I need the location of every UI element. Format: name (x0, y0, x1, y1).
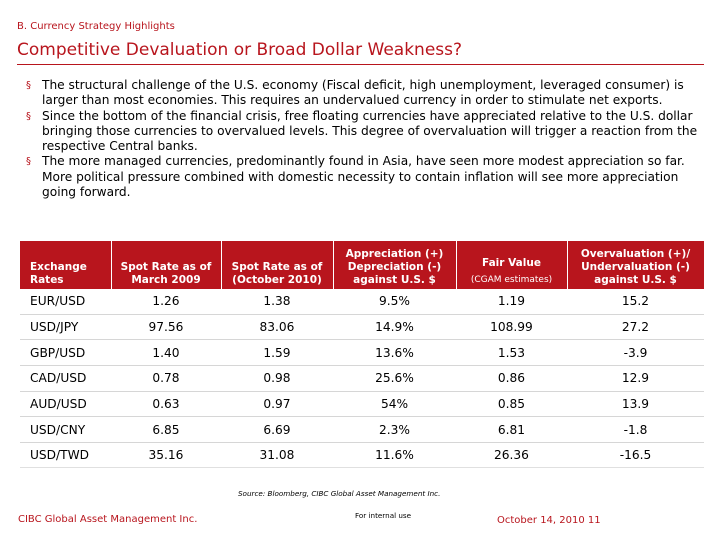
cell-fair-value: 0.86 (456, 365, 567, 392)
cell-appreciation: 11.6% (375, 448, 414, 463)
cell-overvaluation: -1.8 (567, 416, 704, 444)
page-title: Competitive Devaluation or Broad Dollar … (17, 40, 463, 60)
table-bottom-divider (20, 467, 704, 468)
cell-spot-2010: 6.69 (221, 416, 333, 444)
cell-overvaluation: 15.2 (567, 289, 704, 315)
bullet-marker-icon: § (26, 156, 31, 168)
table-row: EUR/USD 1.26 1.38 9.5% 1.19 15.2 (20, 289, 704, 315)
header-spot-october-2010: Spot Rate as of (October 2010) (221, 241, 334, 289)
header-exchange-rates: Exchange Rates (20, 241, 112, 289)
cell-spot-2009: 6.85 (111, 416, 221, 444)
footer-company: CIBC Global Asset Management Inc. (18, 514, 198, 525)
table-row: USD/TWD 35.16 31.08 11.6% 26.36 -16.5 (20, 443, 704, 468)
footer-internal-use: For internal use (355, 511, 412, 520)
cell-overvaluation: -3.9 (567, 339, 704, 367)
currency-table: Exchange Rates Spot Rate as of March 200… (20, 241, 705, 468)
cell-pair: USD/CNY (20, 416, 111, 444)
cell-fair-value: 1.19 (456, 289, 567, 315)
cell-pair: AUD/USD (20, 391, 111, 418)
bullet-item: § The more managed currencies, predominan… (26, 154, 706, 200)
cell-spot-2010: 83.06 (221, 314, 333, 341)
table-row: USD/CNY 6.85 6.69 2.3% 6.81 -1.8 (20, 416, 704, 444)
cell-fair-value: 108.99 (456, 314, 567, 341)
table-header-row: Exchange Rates Spot Rate as of March 200… (20, 241, 705, 289)
bullet-marker-icon: § (26, 110, 31, 122)
header-fair-value-label: Fair Value (482, 257, 541, 269)
header-fair-value: Fair Value (CGAM estimates) (456, 241, 568, 289)
cell-overvaluation: 13.9 (567, 391, 704, 418)
cell-spot-2009: 97.56 (111, 314, 221, 341)
cell-overvaluation: 12.9 (567, 365, 704, 392)
cell-spot-2009: 1.40 (111, 339, 221, 367)
cell-fair-value: 26.36 (494, 448, 529, 463)
title-divider (17, 64, 704, 65)
cell-appreciation: 13.6% (333, 339, 456, 367)
cell-spot-2009: 35.16 (148, 448, 184, 463)
cell-pair: GBP/USD (20, 339, 111, 367)
cell-fair-value: 1.53 (456, 339, 567, 367)
cell-appreciation: 2.3% (333, 416, 456, 444)
table-row: AUD/USD 0.63 0.97 54% 0.85 13.9 (20, 391, 704, 418)
bullet-text: Since the bottom of the financial crisis… (42, 108, 698, 154)
cell-overvaluation: -16.5 (619, 448, 652, 463)
cell-spot-2010: 1.38 (221, 289, 333, 315)
cell-appreciation: 9.5% (333, 289, 456, 315)
cell-pair: CAD/USD (20, 365, 111, 392)
header-spot-march-2009: Spot Rate as of March 2009 (111, 241, 222, 289)
cell-spot-2010: 31.08 (259, 448, 295, 463)
cell-spot-2009: 1.26 (111, 289, 221, 315)
footer-date-page: October 14, 2010 11 (497, 515, 601, 526)
header-overvaluation: Overvaluation (+)/ Undervaluation (-) ag… (567, 241, 705, 289)
section-label: B. Currency Strategy Highlights (17, 21, 175, 32)
cell-appreciation: 25.6% (333, 365, 456, 392)
cell-spot-2009: 0.63 (111, 391, 221, 418)
cell-appreciation: 14.9% (333, 314, 456, 341)
header-fair-value-sub: (CGAM estimates) (470, 275, 553, 285)
cell-appreciation: 54% (333, 391, 456, 418)
table-row: CAD/USD 0.78 0.98 25.6% 0.86 12.9 (20, 365, 704, 392)
cell-fair-value: 0.85 (456, 391, 567, 418)
cell-spot-2010: 0.97 (221, 391, 333, 418)
bullet-text: The more managed currencies, predominant… (42, 154, 685, 200)
cell-spot-2009: 0.78 (111, 365, 221, 392)
cell-pair: USD/JPY (20, 314, 111, 341)
cell-spot-2010: 0.98 (221, 365, 333, 392)
bullet-item: § Since the bottom of the financial crisi… (26, 109, 706, 155)
bullet-list: § The structural challenge of the U.S. ec… (26, 78, 706, 200)
cell-fair-value: 6.81 (456, 416, 567, 444)
bullet-item: § The structural challenge of the U.S. ec… (26, 78, 706, 109)
table-row: GBP/USD 1.40 1.59 13.6% 1.53 -3.9 (20, 339, 704, 367)
table-row: USD/JPY 97.56 83.06 14.9% 108.99 27.2 (20, 314, 704, 341)
bullet-marker-icon: § (26, 80, 31, 91)
cell-pair: EUR/USD (20, 289, 111, 315)
cell-spot-2010: 1.59 (221, 339, 333, 367)
cell-pair: USD/TWD (30, 448, 90, 463)
bullet-text: The structural challenge of the U.S. eco… (42, 78, 684, 108)
cell-overvaluation: 27.2 (567, 314, 704, 341)
header-appreciation: Appreciation (+) Depreciation (-) agains… (333, 241, 457, 289)
source-note: Source: Bloomberg, CIBC Global Asset Man… (238, 489, 441, 498)
